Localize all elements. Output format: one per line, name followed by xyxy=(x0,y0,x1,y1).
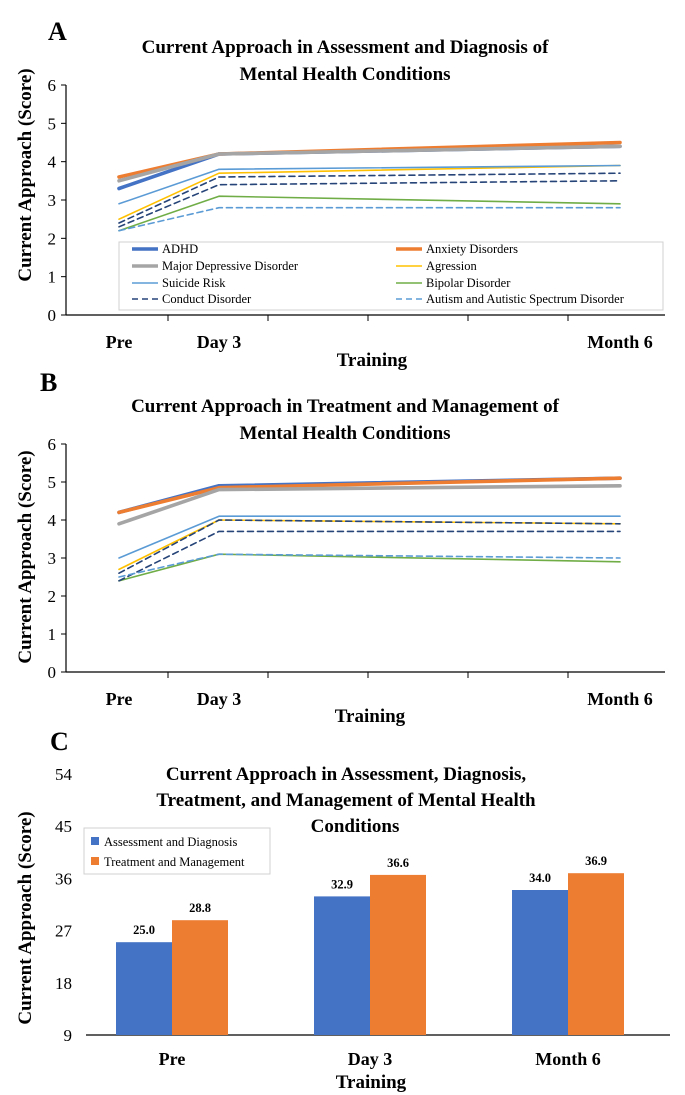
panel-b-label: B xyxy=(40,368,57,397)
panel-a-y-tick-label: 1 xyxy=(48,268,57,287)
panel-a-legend-label-5: Bipolar Disorder xyxy=(426,276,511,290)
panel-a-legend: ADHD Anxiety Disorders Major Depressive Di… xyxy=(118,241,664,311)
panel-b-series-line-1 xyxy=(117,476,622,515)
panel-a-legend-label-4: Suicide Risk xyxy=(162,276,226,290)
panel-c-y-tick-label: 27 xyxy=(55,922,73,941)
panel-b-y-tick-label: 2 xyxy=(48,587,57,606)
panel-a-y-tick-label: 0 xyxy=(48,306,57,325)
panel-a-y-tick-label: 5 xyxy=(48,114,57,133)
panel-c-bar-s0-0 xyxy=(116,942,172,1035)
panel-b-y-tick-label: 4 xyxy=(48,511,57,530)
panel-b-y-tick-label: 5 xyxy=(48,473,57,492)
panel-c-legend-label-1: Treatment and Management xyxy=(104,855,245,869)
panel-a-title-line-1: Current Approach in Assessment and Diagn… xyxy=(142,37,549,58)
panel-b-y-tick-label: 0 xyxy=(48,663,57,682)
panel-a-legend-label-6: Conduct Disorder xyxy=(162,292,252,306)
panel-a-x-axis-title: Training xyxy=(337,350,408,371)
panel-c-bar-s1-0 xyxy=(172,920,228,1035)
panel-b-series-line-2 xyxy=(117,483,622,526)
panel-a-legend-label-0: ADHD xyxy=(162,242,198,256)
panel-c-data-label-s0-1: 32.9 xyxy=(331,877,353,891)
panel-a-legend-box xyxy=(118,241,664,311)
panel-b-x-tick-label: Pre xyxy=(106,689,133,709)
panel-c-data-label-s1-1: 36.6 xyxy=(387,856,409,870)
panel-a-series-line-5 xyxy=(118,195,621,232)
panel-c-y-tick-label: 54 xyxy=(55,765,73,784)
panel-c-title-line-3: Conditions xyxy=(311,816,400,837)
panel-a-series-line-4 xyxy=(118,164,621,205)
panel-b-y-tick-label: 3 xyxy=(48,549,57,568)
panel-a-series-line-7 xyxy=(118,206,621,232)
panel-c-x-tick-label: Month 6 xyxy=(535,1049,601,1069)
panel-c-data-label-s1-2: 36.9 xyxy=(585,854,607,868)
panel-b-x-tick-label: Day 3 xyxy=(197,689,242,709)
panel-a-y-tick-label: 3 xyxy=(48,191,57,210)
panel-c-plot: 9 18 27 36 45 54 Pre Day 3 Month 6 25.0 32.9 34.0 28… xyxy=(55,765,670,1069)
panel-c-y-tick-label: 36 xyxy=(55,869,72,888)
panel-a-title-line-2: Mental Health Conditions xyxy=(239,64,450,85)
panel-b-title-line-1: Current Approach in Treatment and Manage… xyxy=(131,396,560,417)
panel-c-bar-s0-2 xyxy=(512,890,568,1035)
panel-c-legend: Assessment and Diagnosis Treatment and Ma… xyxy=(83,827,271,875)
panel-a-y-axis-title: Current Approach (Score) xyxy=(15,68,36,281)
panel-c: C Current Approach in Assessment, Diagno… xyxy=(15,727,670,1093)
panel-b-series-line-8 xyxy=(118,519,621,575)
panel-a-legend-label-2: Major Depressive Disorder xyxy=(162,259,299,273)
panel-a-series-line-8 xyxy=(118,172,621,224)
panel-b-series-line-6 xyxy=(118,530,621,582)
panel-a-y-tick-label: 6 xyxy=(48,76,57,95)
panel-c-title-line-2: Treatment, and Management of Mental Heal… xyxy=(156,790,536,811)
panel-a-legend-label-3: Agression xyxy=(426,259,477,273)
panel-b: B Current Approach in Treatment and Mana… xyxy=(15,368,665,727)
panel-c-legend-label-0: Assessment and Diagnosis xyxy=(104,835,237,849)
panel-a: A Current Approach in Assessment and Dia… xyxy=(15,17,665,371)
panel-c-data-label-s0-2: 34.0 xyxy=(529,871,551,885)
panel-a-legend-label-7: Autism and Autistic Spectrum Disorder xyxy=(426,292,625,306)
panel-c-x-tick-label: Day 3 xyxy=(348,1049,393,1069)
panel-c-y-tick-label: 45 xyxy=(55,817,72,836)
panel-a-series-line-6 xyxy=(118,180,621,228)
panel-c-legend-swatch-1 xyxy=(91,857,99,865)
panel-a-plot: 0 1 2 3 4 5 6 Pre Day 3 Month 6 xyxy=(48,76,665,352)
panel-b-y-axis-title: Current Approach (Score) xyxy=(15,450,36,663)
panel-c-title-line-1: Current Approach in Assessment, Diagnosi… xyxy=(166,764,527,785)
panel-c-x-axis-title: Training xyxy=(336,1072,407,1093)
panel-a-series-line-3 xyxy=(118,164,621,220)
panel-a-legend-label-1: Anxiety Disorders xyxy=(426,242,518,256)
panel-a-x-tick-label: Day 3 xyxy=(197,332,242,352)
panel-b-plot: 0 1 2 3 4 5 6 Pre Day 3 Month 6 xyxy=(48,435,665,709)
panel-a-x-tick-label: Pre xyxy=(106,332,133,352)
panel-b-y-tick-label: 6 xyxy=(48,435,57,454)
panel-a-y-tick-label: 4 xyxy=(48,153,57,172)
panel-c-legend-swatch-0 xyxy=(91,837,99,845)
panel-a-label: A xyxy=(48,17,67,46)
panel-c-bar-s1-2 xyxy=(568,873,624,1035)
panel-c-legend-box xyxy=(83,827,271,875)
panel-c-y-tick-label: 9 xyxy=(64,1026,73,1045)
panel-a-x-tick-label: Month 6 xyxy=(587,332,653,352)
panel-c-data-label-s1-0: 28.8 xyxy=(189,901,211,915)
panel-b-x-tick-label: Month 6 xyxy=(587,689,653,709)
panel-b-y-tick-label: 1 xyxy=(48,625,57,644)
panel-b-series-line-7 xyxy=(118,553,621,578)
panel-b-title-line-2: Mental Health Conditions xyxy=(239,423,450,444)
panel-c-label: C xyxy=(50,727,69,756)
panel-b-x-axis-title: Training xyxy=(335,706,406,727)
panel-c-bar-s1-1 xyxy=(370,874,426,1035)
panel-c-y-tick-label: 18 xyxy=(55,974,72,993)
panel-c-data-label-s0-0: 25.0 xyxy=(133,923,155,937)
panel-c-x-tick-label: Pre xyxy=(159,1049,186,1069)
panel-c-bar-s0-1 xyxy=(314,896,370,1035)
panel-b-series-line-4 xyxy=(118,515,621,559)
panel-a-y-tick-label: 2 xyxy=(48,229,57,248)
panel-c-y-axis-title: Current Approach (Score) xyxy=(15,811,36,1024)
panel-a-series-line-2 xyxy=(117,144,622,183)
